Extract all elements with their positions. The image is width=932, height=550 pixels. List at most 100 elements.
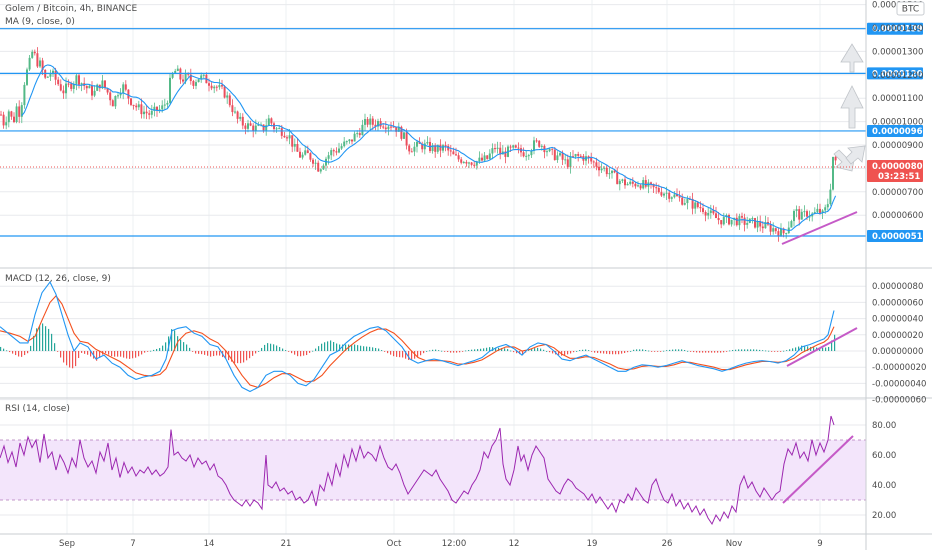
macd-histogram-bar — [768, 350, 770, 352]
macd-histogram-bar — [135, 351, 137, 358]
macd-histogram-bar — [75, 351, 77, 367]
macd-histogram-bar — [570, 351, 572, 354]
candle-body — [475, 161, 478, 166]
macd-histogram-bar — [87, 351, 89, 355]
macd-histogram-bar — [630, 351, 632, 352]
macd-histogram-bar — [408, 351, 410, 360]
candle-body — [538, 140, 541, 147]
candle-body — [535, 140, 538, 142]
level-tag[interactable] — [867, 124, 923, 137]
macd-axis-label: 0.00000040 — [872, 315, 923, 325]
last-price-tag[interactable] — [867, 159, 923, 182]
macd-histogram-bar — [615, 351, 617, 355]
candle-body — [579, 155, 582, 157]
candle-body — [54, 70, 57, 80]
macd-histogram-bar — [411, 351, 413, 361]
arrow-up-icon[interactable] — [845, 145, 866, 165]
macd-histogram-bar — [3, 348, 5, 351]
macd-histogram-bar — [123, 351, 125, 358]
candle-body — [559, 153, 561, 156]
level-tag-value: 0.00001206 — [872, 69, 929, 79]
candle-body — [348, 139, 351, 142]
macd-histogram-bar — [798, 346, 800, 351]
candle-body — [738, 216, 741, 226]
candle-body — [166, 102, 169, 105]
macd-histogram-bar — [588, 350, 590, 351]
candle-body — [509, 146, 512, 148]
macd-histogram-bar — [168, 336, 170, 351]
rsi-axis-label: 80.00 — [872, 421, 896, 431]
macd-histogram-bar — [315, 348, 317, 351]
candle-body — [624, 179, 626, 186]
candle-body — [540, 145, 543, 147]
macd-histogram-bar — [60, 351, 62, 358]
time-axis-label: Nov — [726, 539, 743, 549]
candle-body — [527, 155, 530, 157]
rsi-axis-label: 40.00 — [872, 481, 896, 491]
candle-body — [93, 90, 96, 96]
macd-axis-label: 0.00000080 — [872, 282, 923, 292]
candle-body — [101, 80, 104, 89]
trendline-rsi[interactable] — [782, 435, 854, 504]
candle-body — [39, 60, 41, 67]
candle-body — [377, 121, 379, 127]
macd-histogram-bar — [387, 351, 389, 354]
candle-body — [759, 221, 762, 227]
candle-body — [278, 128, 281, 130]
level-tag[interactable] — [867, 230, 923, 243]
arrow-up-icon[interactable] — [840, 43, 864, 73]
macd-histogram-bar — [477, 349, 479, 351]
candle-body — [717, 218, 720, 221]
candle-body — [769, 224, 772, 232]
macd-histogram-bar — [723, 351, 725, 353]
macd-histogram-bar — [342, 344, 344, 351]
currency-button-label: BTC — [902, 5, 919, 15]
candle-body — [330, 150, 333, 156]
macd-histogram-bar — [549, 351, 551, 353]
candle-body — [616, 172, 619, 185]
horizontal-levels[interactable]: 0.00001397 0.00001206 0.00000960 0.00000511 — [0, 22, 929, 243]
currency-button[interactable] — [896, 1, 925, 16]
trendline-macd[interactable] — [786, 327, 858, 367]
candle-body — [455, 154, 457, 156]
macd-histogram-bar — [369, 346, 371, 351]
time-axis-label: 7 — [130, 539, 135, 549]
macd-histogram-bar — [831, 340, 833, 351]
candle-body — [288, 135, 291, 139]
macd-histogram-bar — [795, 347, 797, 351]
time-axis[interactable]: Sep 7 14 21 Oct 12:00 12 19 26 Nov 9 — [59, 539, 823, 549]
level-tag[interactable] — [867, 67, 923, 80]
trendline-price[interactable] — [781, 211, 858, 245]
candle-body — [678, 196, 681, 198]
macd-histogram-bar — [303, 351, 305, 356]
candle-body — [808, 216, 811, 218]
macd-histogram-bar — [435, 349, 437, 351]
candle-body — [26, 69, 28, 85]
macd-axis[interactable]: 0.00000080 0.00000060 0.00000040 0.00000020… — [872, 282, 926, 405]
candle-body — [262, 124, 265, 131]
price-axis[interactable]: 0.000015000.000014000.000013000.00001200… — [872, 1, 923, 222]
level-tag[interactable] — [867, 22, 923, 35]
macd-histogram-bar — [57, 351, 59, 352]
macd-histogram-bar — [654, 351, 656, 352]
price-axis-label: 0.00001100 — [872, 94, 923, 104]
macd-histogram-bar — [789, 349, 791, 351]
candle-body — [702, 208, 704, 212]
candle-body — [626, 183, 629, 186]
candle-body — [111, 100, 114, 107]
rsi-axis[interactable]: 80.00 60.00 40.00 20.00 — [872, 421, 896, 521]
candle-body — [374, 124, 377, 127]
candle-body — [364, 119, 366, 125]
arrow-up-icon[interactable] — [840, 85, 864, 129]
candle-body — [252, 125, 255, 132]
rsi-title: RSI (14, close) — [5, 404, 70, 414]
macd-axis-label: -0.00000020 — [872, 363, 926, 373]
candle-body — [676, 194, 678, 197]
candle-body — [213, 86, 216, 89]
candle-body — [629, 181, 632, 184]
macd-histogram-bar — [120, 351, 122, 357]
macd-histogram-bar — [345, 344, 347, 351]
candle-body — [696, 202, 699, 208]
macd-histogram-bar — [540, 348, 542, 351]
